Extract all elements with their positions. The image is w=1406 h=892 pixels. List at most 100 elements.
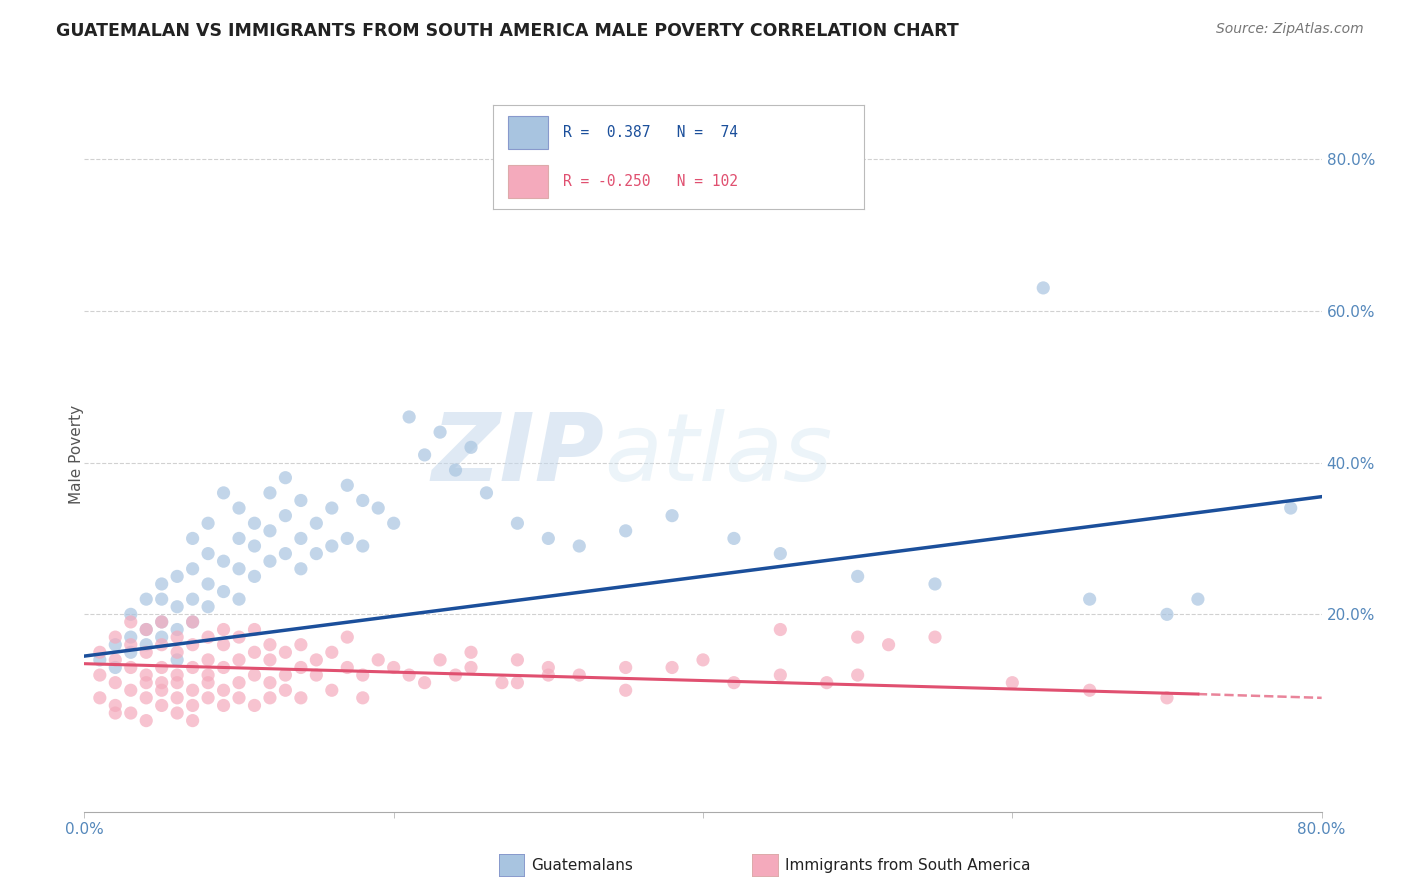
Point <box>212 698 235 713</box>
Point <box>228 675 250 690</box>
Point <box>846 668 869 682</box>
Point <box>212 623 235 637</box>
Point <box>661 660 683 674</box>
Point <box>212 660 235 674</box>
Point <box>274 668 297 682</box>
Point <box>243 698 266 713</box>
Point <box>321 539 343 553</box>
Point <box>506 653 529 667</box>
Point <box>475 486 498 500</box>
Point <box>166 569 188 583</box>
Point <box>181 683 204 698</box>
Point <box>181 532 204 546</box>
Point <box>290 638 312 652</box>
Point <box>259 638 281 652</box>
Point <box>135 668 157 682</box>
Point <box>352 539 374 553</box>
Point <box>769 547 792 561</box>
Point <box>89 690 111 705</box>
Point <box>197 653 219 667</box>
Point <box>614 683 637 698</box>
Point <box>150 592 173 607</box>
Point <box>924 577 946 591</box>
Point <box>243 623 266 637</box>
Point <box>352 668 374 682</box>
Point <box>228 532 250 546</box>
Point <box>243 645 266 659</box>
Point <box>135 592 157 607</box>
Point <box>104 638 127 652</box>
Point <box>769 668 792 682</box>
Point <box>429 653 451 667</box>
Point <box>166 706 188 720</box>
Point <box>305 516 328 531</box>
Point <box>166 630 188 644</box>
Point <box>228 592 250 607</box>
Point <box>120 706 142 720</box>
Point <box>104 653 127 667</box>
Point <box>197 516 219 531</box>
Point <box>181 660 204 674</box>
Point <box>1078 683 1101 698</box>
Point <box>120 683 142 698</box>
Point <box>290 690 312 705</box>
Point <box>305 653 328 667</box>
Point <box>367 501 389 516</box>
Point <box>197 599 219 614</box>
Point <box>259 690 281 705</box>
Point <box>336 532 359 546</box>
Point <box>120 660 142 674</box>
Point <box>1032 281 1054 295</box>
Point <box>259 554 281 568</box>
Point <box>135 638 157 652</box>
Point <box>924 630 946 644</box>
Point <box>135 623 157 637</box>
Point <box>150 615 173 629</box>
Point <box>336 630 359 644</box>
Point <box>336 660 359 674</box>
Point <box>274 683 297 698</box>
Point <box>104 698 127 713</box>
Point <box>150 630 173 644</box>
Point <box>723 675 745 690</box>
Point <box>166 690 188 705</box>
Point <box>181 714 204 728</box>
Point <box>877 638 900 652</box>
Text: Source: ZipAtlas.com: Source: ZipAtlas.com <box>1216 22 1364 37</box>
Point <box>135 675 157 690</box>
Point <box>769 623 792 637</box>
Point <box>1279 501 1302 516</box>
Point <box>197 630 219 644</box>
Point <box>336 478 359 492</box>
Point <box>460 645 482 659</box>
Text: atlas: atlas <box>605 409 832 500</box>
Point <box>444 668 467 682</box>
Point <box>228 690 250 705</box>
Point <box>537 668 560 682</box>
Point <box>491 675 513 690</box>
Point <box>1078 592 1101 607</box>
Point <box>259 486 281 500</box>
Point <box>89 645 111 659</box>
Point <box>305 547 328 561</box>
Point <box>212 683 235 698</box>
Point <box>274 471 297 485</box>
Point <box>181 638 204 652</box>
Point <box>1156 690 1178 705</box>
Point <box>460 440 482 454</box>
Point <box>228 630 250 644</box>
Point <box>321 645 343 659</box>
Point <box>166 645 188 659</box>
Point <box>181 615 204 629</box>
Point <box>290 660 312 674</box>
Point <box>197 577 219 591</box>
Point <box>120 645 142 659</box>
Point <box>614 660 637 674</box>
Point <box>181 698 204 713</box>
Point <box>228 562 250 576</box>
Point <box>382 516 405 531</box>
Point <box>212 584 235 599</box>
Point <box>290 562 312 576</box>
Point <box>181 562 204 576</box>
Point <box>846 569 869 583</box>
